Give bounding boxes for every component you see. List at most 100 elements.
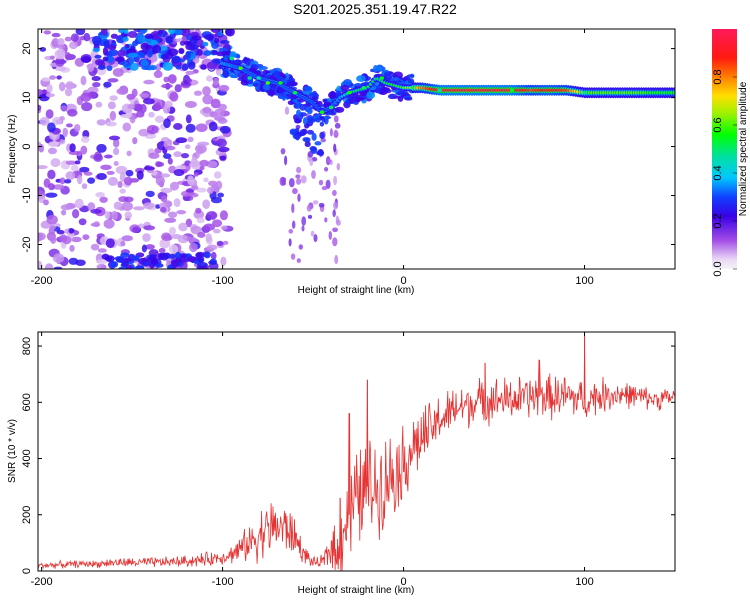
spectrogram-cell-1330 — [311, 132, 317, 141]
spectrogram-cell-740 — [116, 56, 125, 62]
spectrogram-cell-1932 — [229, 56, 234, 61]
spectrogram-cell-278 — [117, 180, 123, 189]
spectrogram-cell-1181 — [322, 98, 328, 103]
spectrogram-cell-752 — [192, 35, 202, 41]
spectrogram-cell-804 — [186, 256, 198, 263]
spectrogram-cell-563 — [74, 198, 84, 209]
spectrogram-cell-430 — [197, 231, 206, 238]
spectrogram-cell-459 — [153, 70, 163, 79]
spectrogram-cell-750 — [127, 52, 139, 58]
spectrogram-cell-119 — [109, 95, 118, 101]
spectrogram-cell-716 — [178, 48, 185, 55]
spectrogram-cell-493 — [188, 242, 198, 253]
spectrogram-cell-415 — [95, 191, 105, 198]
spectrogram-cell-874 — [335, 215, 340, 224]
spectrogram-cell-1942 — [361, 86, 366, 90]
spectrogram-cell-310 — [38, 143, 45, 153]
spectrogram-cell-327 — [38, 232, 43, 242]
spectrogram-cell-596 — [164, 145, 176, 151]
spectrogram-cell-36 — [220, 256, 227, 266]
spectrogram-cell-1285 — [374, 87, 382, 94]
spectrogram-cell-297 — [38, 194, 46, 204]
spectrogram-cell-4 — [87, 177, 96, 184]
spectrogram-cell-355 — [148, 111, 155, 118]
spectrogram-cell-1348 — [319, 151, 324, 157]
spectrogram-cell-889 — [318, 202, 325, 208]
colorbar-tick-label: 0.0 — [712, 261, 724, 276]
spectrogram-cell-188 — [160, 187, 173, 194]
spectrogram-cell-506 — [51, 37, 60, 48]
spectrogram-cell-656 — [106, 65, 113, 71]
spectrogram-cell-885 — [279, 176, 286, 187]
spectrogram-cell-823 — [332, 189, 337, 197]
spectrogram-cell-80 — [185, 70, 195, 76]
spectrogram-cell-841 — [310, 230, 315, 237]
spectrogram-cell-435 — [160, 173, 171, 178]
spectrogram-cell-386 — [49, 75, 57, 80]
spectrogram-cell-742 — [204, 34, 215, 41]
spectrogram-cell-808 — [118, 266, 129, 269]
spectrogram-cell-1928 — [672, 91, 675, 95]
snr-frame — [37, 331, 676, 572]
spectrogram-cell-592 — [185, 114, 192, 124]
spectrogram-cell-194 — [79, 166, 90, 173]
spectrogram-cell-160 — [45, 109, 54, 119]
spectrogram-cell-1177 — [406, 74, 415, 78]
spectrogram-ytick-label: 20 — [21, 42, 33, 54]
spectrogram-cell-192 — [50, 235, 57, 244]
spectrogram-cell-1222 — [373, 64, 378, 73]
spectrogram-cell-1345 — [309, 118, 316, 123]
spectrogram-cell-584 — [159, 206, 167, 213]
spectrogram-cell-886 — [288, 238, 292, 247]
spectrogram-cell-793 — [203, 251, 211, 259]
spectrogram-cell-368 — [175, 137, 188, 144]
spectrogram-cell-518 — [142, 233, 151, 242]
spectrogram-cell-35 — [202, 199, 211, 210]
spectrogram-cell-573 — [61, 209, 67, 216]
spectrogram-cell-715 — [210, 29, 222, 34]
spectrogram-cell-346 — [83, 171, 93, 176]
spectrogram-cell-487 — [97, 248, 107, 253]
spectrogram-cell-835 — [334, 254, 339, 265]
spectrogram-cell-318 — [219, 210, 228, 221]
spectrogram-cell-513 — [173, 198, 181, 208]
spectrogram-cell-599 — [80, 136, 90, 143]
spectrogram-cell-564 — [214, 108, 225, 118]
spectrogram-cell-749 — [92, 47, 101, 53]
spectrogram-cell-743 — [95, 58, 105, 66]
spectrogram-cell-649 — [108, 49, 119, 57]
spectrogram-cell-1098 — [397, 95, 404, 102]
spectrogram-cell-133 — [56, 75, 62, 80]
spectrogram-cell-570 — [64, 179, 72, 184]
spectrogram-cell-446 — [126, 150, 132, 157]
spectrogram-cell-1275 — [383, 74, 392, 81]
spectrogram-cell-856 — [329, 128, 333, 137]
spectrogram-cell-348 — [107, 101, 116, 110]
spectrogram-cell-815 — [150, 259, 159, 265]
spectrogram-cell-296 — [47, 147, 58, 155]
spectrogram-cell-1338 — [296, 109, 301, 117]
spectrogram-cell-49 — [78, 218, 87, 226]
spectrogram-xtick-label: -100 — [212, 275, 234, 287]
spectrogram-cell-701 — [168, 29, 176, 35]
spectrogram-cell-809 — [168, 253, 176, 259]
spectrogram-cell-467 — [154, 102, 162, 111]
spectrogram-cell-185 — [125, 169, 134, 177]
spectrogram-cell-702 — [102, 56, 109, 62]
colorbar-tick-label: 0.8 — [712, 69, 724, 84]
spectrogram-cell-527 — [80, 75, 87, 86]
spectrogram-cell-358 — [199, 165, 205, 171]
spectrogram-cell-810 — [193, 260, 200, 265]
spectrogram-cell-545 — [72, 208, 80, 219]
spectrogram-cell-530 — [77, 174, 83, 185]
spectrogram-cell-253 — [74, 160, 81, 165]
spectrogram-cell-871 — [301, 225, 305, 232]
spectrogram-cell-1248 — [340, 84, 350, 91]
spectrogram-cell-562 — [205, 233, 212, 242]
spectrogram-cell-1343 — [319, 131, 325, 139]
spectrogram-cell-873 — [311, 170, 316, 179]
spectrogram-cell-818 — [171, 259, 179, 268]
spectrogram-cell-138 — [74, 124, 81, 132]
spectrogram-cell-799 — [175, 251, 182, 259]
spectrogram-cell-686 — [129, 62, 139, 71]
